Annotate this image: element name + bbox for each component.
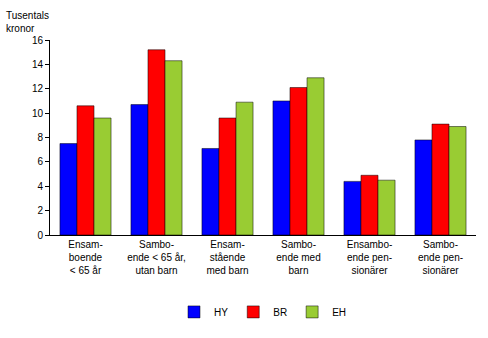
- svg-text:HY: HY: [214, 307, 228, 318]
- svg-text:EH: EH: [332, 307, 346, 318]
- svg-text:Sambo-ende pen-sionärer: Sambo-ende pen-sionärer: [418, 239, 463, 276]
- svg-text:Sambo-ende < 65 år,utan barn: Sambo-ende < 65 år,utan barn: [127, 239, 186, 276]
- svg-text:Ensam-ståendemed barn: Ensam-ståendemed barn: [206, 239, 248, 276]
- svg-text:2: 2: [37, 205, 43, 216]
- svg-text:BR: BR: [273, 307, 287, 318]
- svg-text:4: 4: [37, 181, 43, 192]
- svg-text:Tusentalskronor: Tusentalskronor: [6, 10, 49, 34]
- svg-text:14: 14: [32, 59, 44, 70]
- svg-text:0: 0: [37, 230, 43, 241]
- svg-text:Ensam-boende< 65 år: Ensam-boende< 65 år: [68, 239, 102, 276]
- svg-text:Ensambo-ende pen-sionärer: Ensambo-ende pen-sionärer: [347, 239, 393, 276]
- svg-text:Sambo-ende medbarn: Sambo-ende medbarn: [276, 239, 320, 276]
- svg-text:6: 6: [37, 156, 43, 167]
- svg-text:12: 12: [32, 83, 44, 94]
- svg-text:16: 16: [32, 35, 44, 46]
- svg-text:10: 10: [32, 108, 44, 119]
- svg-text:8: 8: [37, 132, 43, 143]
